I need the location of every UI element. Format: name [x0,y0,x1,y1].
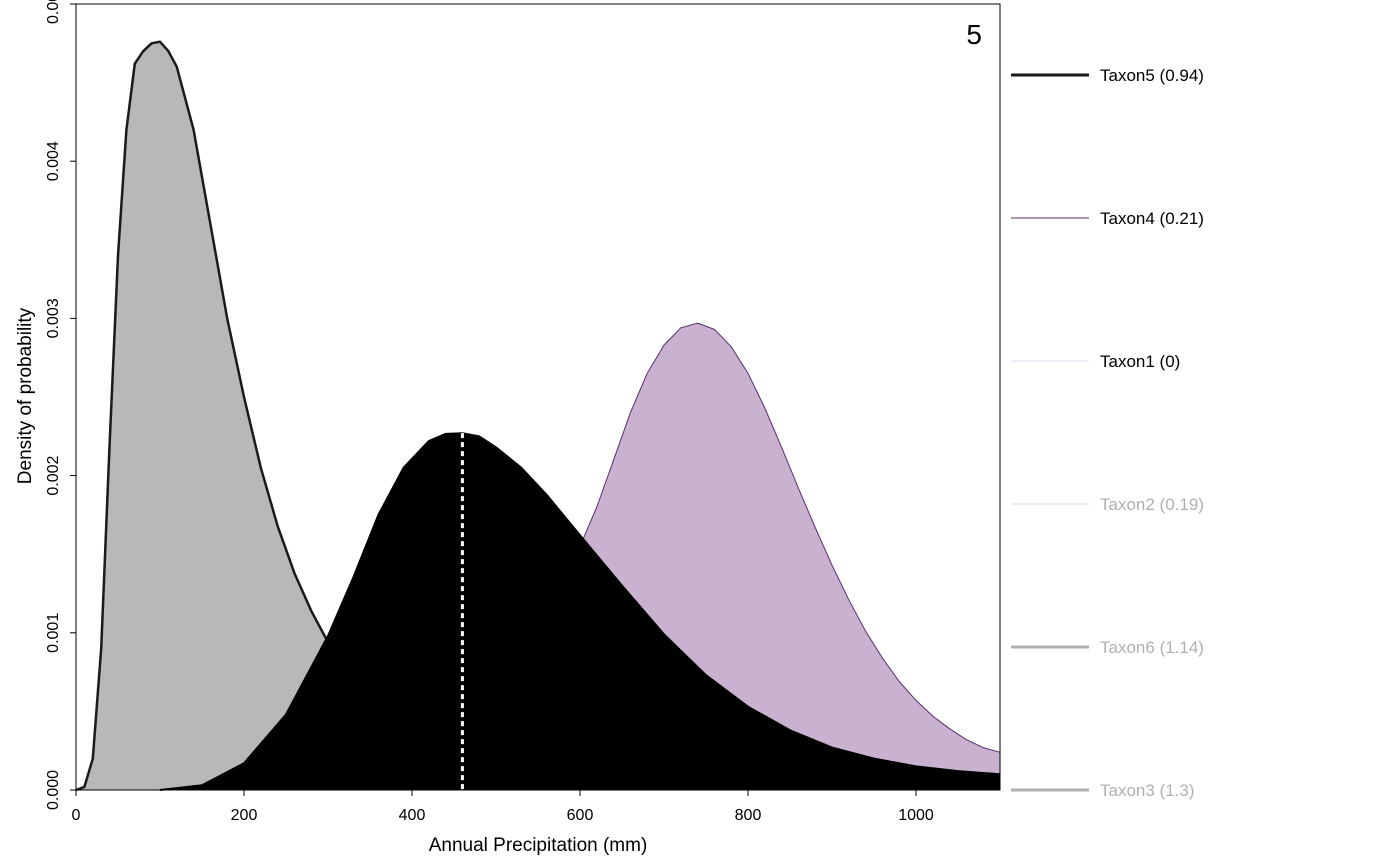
legend-label: Taxon6 (1.14) [1100,638,1204,657]
x-tick-label: 1000 [898,807,934,824]
x-tick-label: 800 [735,807,762,824]
legend-label: Taxon2 (0.19) [1100,495,1204,514]
x-tick-label: 600 [567,807,594,824]
x-axis: 0 200 400 600 800 1000 [72,790,934,824]
x-tick-label: 200 [231,807,258,824]
legend: Taxon5 (0.94) Taxon4 (0.21) Taxon1 (0) Taxo… [1011,66,1204,800]
y-tick-label: 0.000 [45,770,62,810]
y-axis: 0.000 0.001 0.002 0.003 0.004 0.005 [45,0,76,810]
x-tick-label: 400 [399,807,426,824]
y-tick-label: 0.002 [45,455,62,495]
legend-label: Taxon5 (0.94) [1100,66,1204,85]
x-tick-label: 0 [72,807,81,824]
y-axis-label: Density of probability [15,307,36,484]
panel-label: 5 [966,19,982,50]
y-tick-label: 0.004 [45,141,62,181]
density-areas [76,42,1000,790]
legend-label: Taxon3 (1.3) [1100,781,1195,800]
y-tick-label: 0.003 [45,298,62,338]
legend-label: Taxon1 (0) [1100,352,1180,371]
y-tick-label: 0.005 [45,0,62,24]
legend-label: Taxon4 (0.21) [1100,209,1204,228]
y-tick-label: 0.001 [45,613,62,653]
x-axis-label: Annual Precipitation (mm) [429,835,648,856]
